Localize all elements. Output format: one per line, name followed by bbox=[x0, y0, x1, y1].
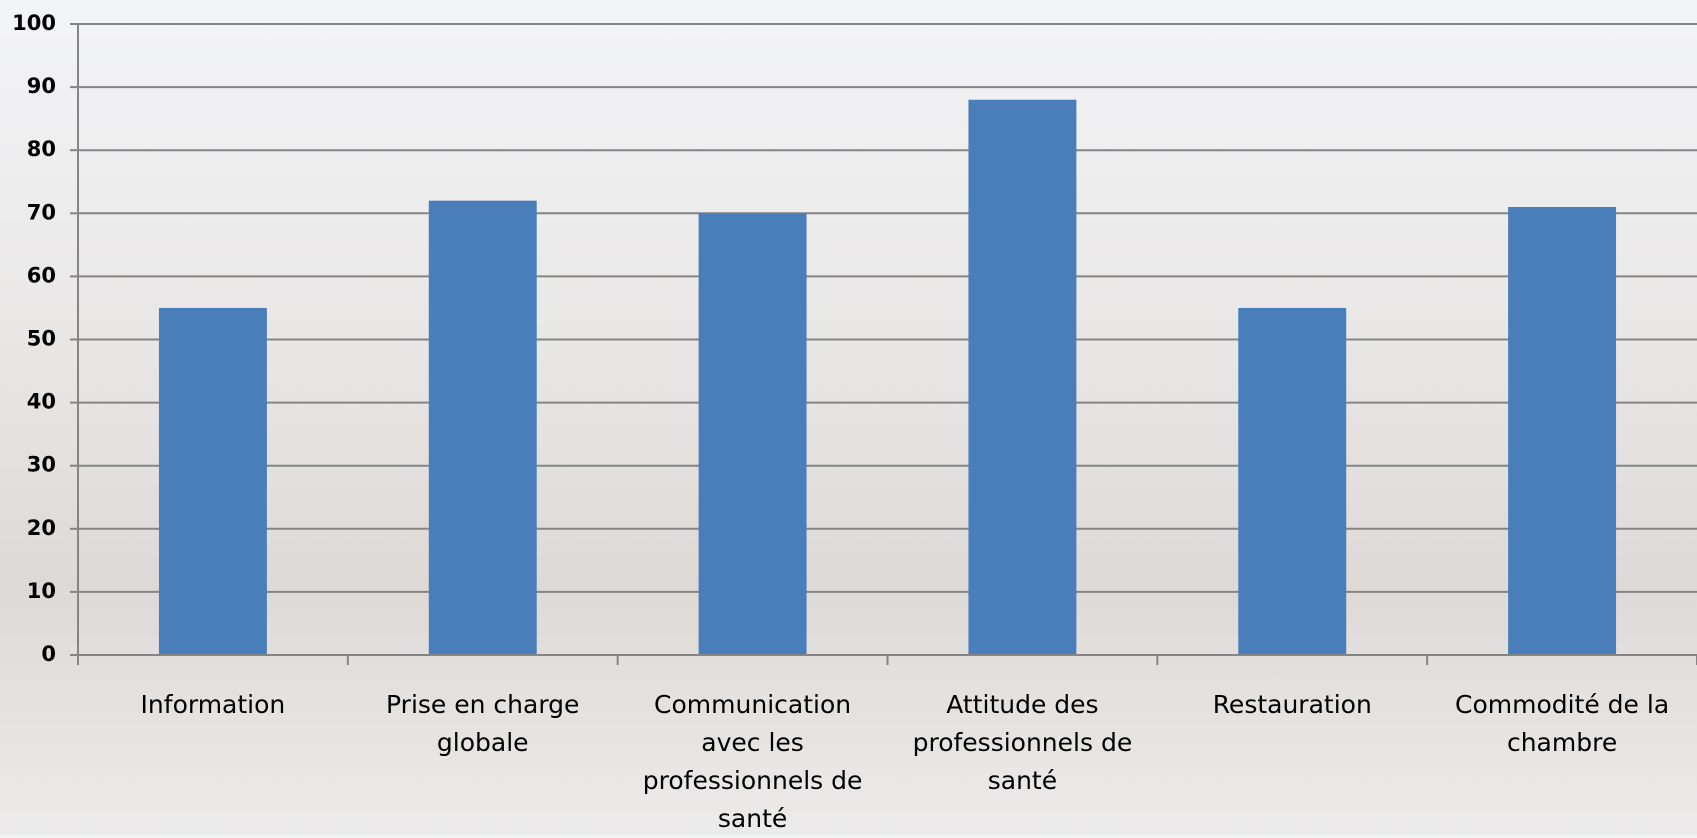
y-tick-label: 50 bbox=[27, 327, 56, 351]
x-tick-label: Prise en charge globale bbox=[386, 690, 580, 757]
bar bbox=[968, 99, 1077, 656]
bar bbox=[1508, 206, 1617, 656]
y-tick-label: 70 bbox=[27, 200, 56, 224]
y-tick-label: 60 bbox=[27, 263, 56, 287]
bar bbox=[1238, 307, 1347, 655]
x-tick-label: Restauration bbox=[1212, 690, 1372, 719]
bar bbox=[698, 213, 807, 656]
bar bbox=[428, 200, 537, 655]
x-tick-label: Information bbox=[140, 690, 286, 719]
bar bbox=[158, 307, 267, 655]
y-tick-label: 10 bbox=[27, 579, 56, 603]
y-tick-label: 40 bbox=[27, 390, 56, 414]
x-tick-label: Attitude des professionnels de santé bbox=[912, 690, 1133, 795]
y-tick-label: 80 bbox=[27, 137, 56, 161]
x-tick-label: Communication avec les professionnels de… bbox=[642, 690, 863, 833]
y-tick-label: 0 bbox=[41, 642, 56, 666]
x-tick-label: Commodité de la chambre bbox=[1454, 690, 1670, 757]
y-tick-label: 20 bbox=[27, 516, 56, 540]
y-tick-label: 90 bbox=[27, 74, 56, 98]
y-tick-label: 30 bbox=[27, 453, 56, 477]
y-tick-label: 100 bbox=[12, 11, 56, 35]
